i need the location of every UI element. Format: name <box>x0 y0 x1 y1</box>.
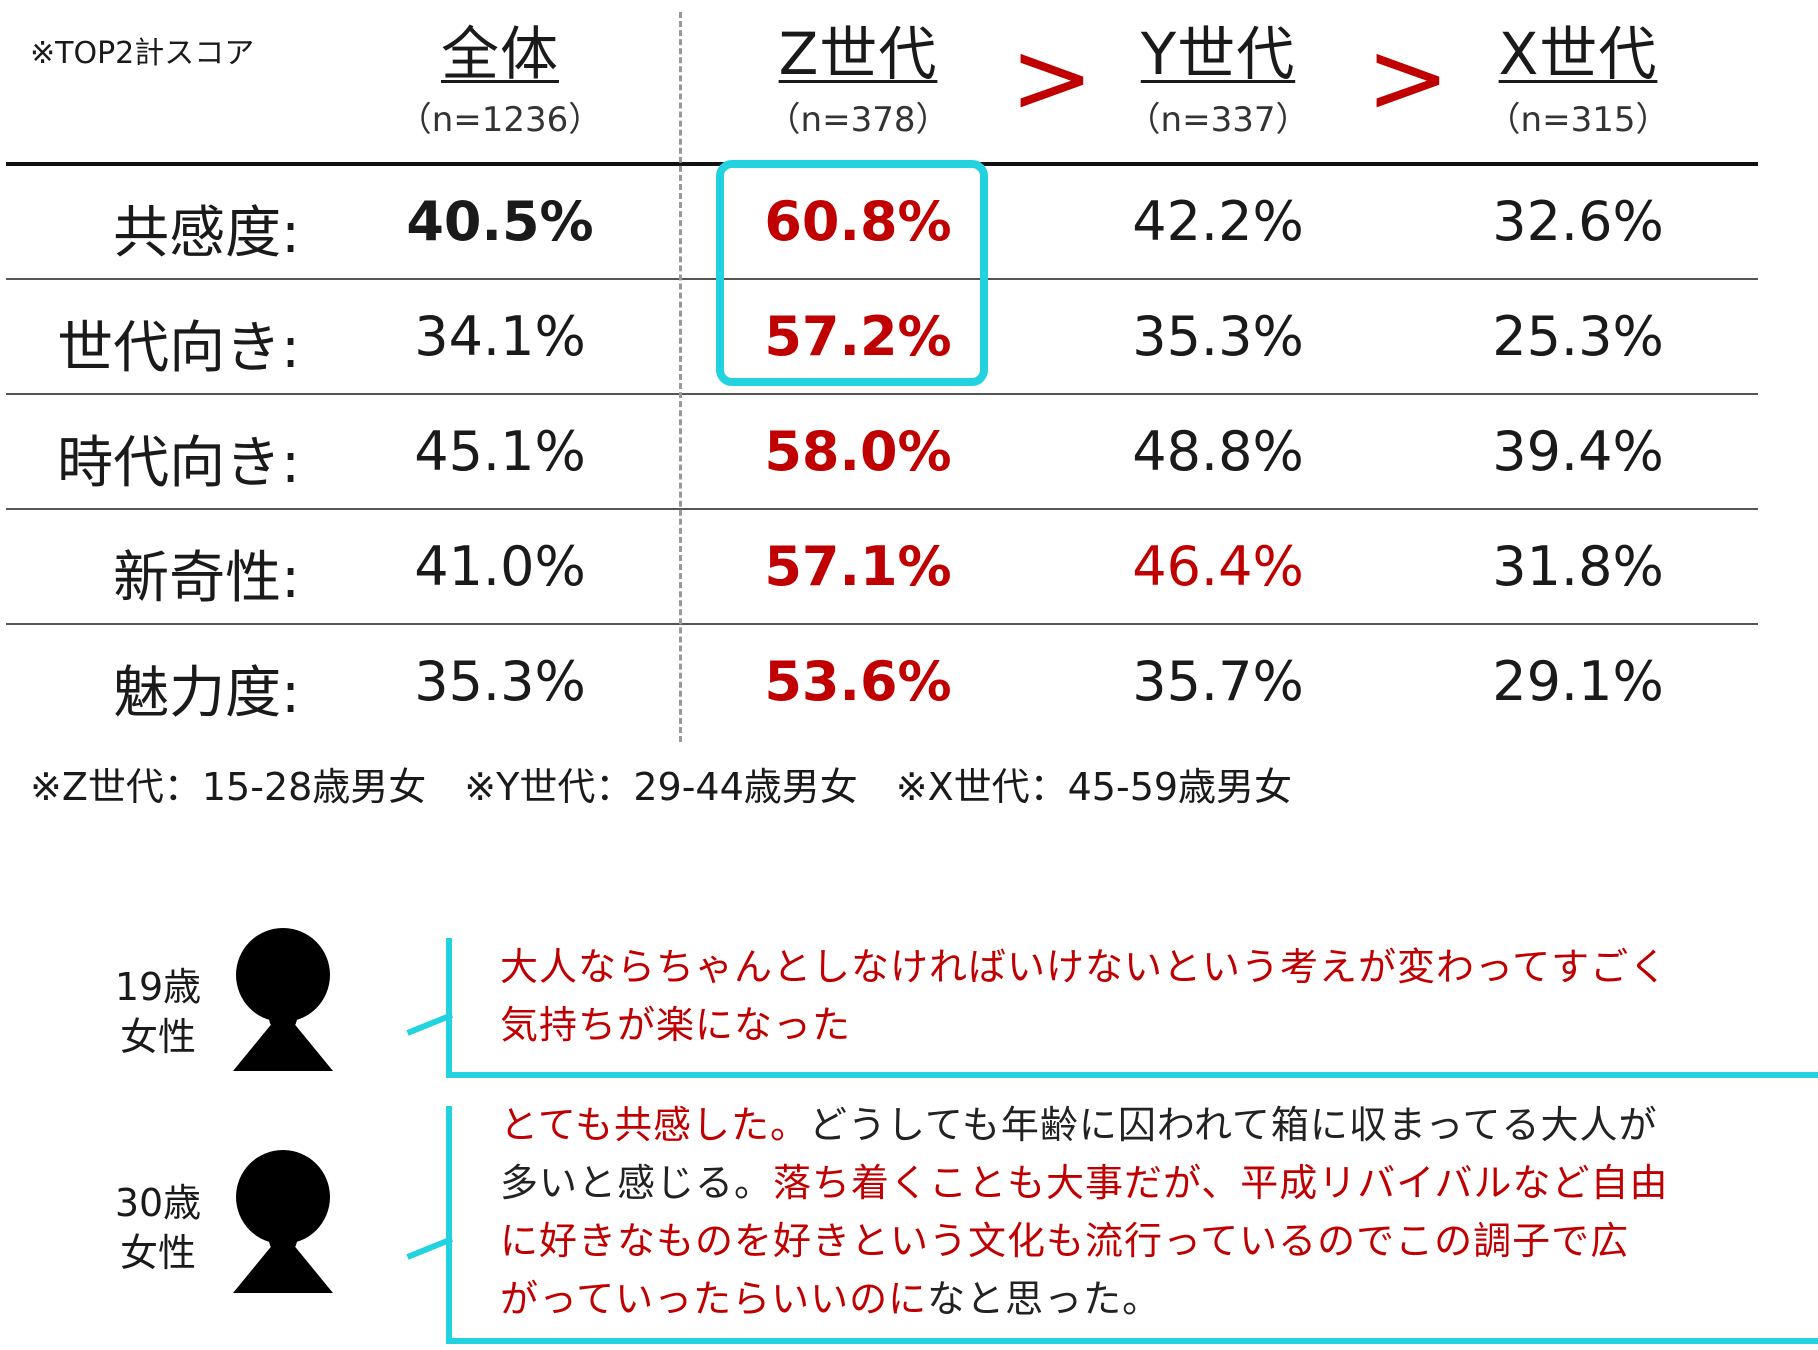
column-name: X世代 <box>1498 20 1658 88</box>
column-header-gen-x: X世代 （n=315） <box>1448 22 1708 141</box>
column-sample-size: （n=1236） <box>397 100 603 140</box>
comment-segment: とても共感した。 <box>500 1103 809 1147</box>
table-cell: 53.6% <box>764 650 952 713</box>
column-sample-size: （n=378） <box>766 100 950 140</box>
generation-footnote: ※Z世代：15-28歳男女 ※Y世代：29-44歳男女 ※X世代：45-59歳男… <box>30 765 1293 809</box>
column-name: 全体 <box>440 20 559 88</box>
row-divider <box>6 508 1758 510</box>
column-separator-dashed <box>679 12 682 742</box>
comment-segment: どうしても年齢に囚われて箱に収まってる大人が <box>808 1103 1658 1147</box>
respondent-label-1: 19歳 女性 <box>98 962 218 1062</box>
table-cell: 34.1% <box>414 305 586 368</box>
comment-bracket <box>446 1106 1818 1344</box>
row-label: 新奇性: <box>113 546 300 611</box>
row-divider <box>6 623 1758 625</box>
table-cell: 57.1% <box>764 535 952 598</box>
row-label: 時代向き: <box>57 431 300 496</box>
table-cell: 45.1% <box>414 420 586 483</box>
comment-segment: がっていったらいいのに <box>500 1277 928 1321</box>
column-header-gen-z: Z世代 （n=378） <box>728 22 988 141</box>
row-label: 共感度: <box>113 201 300 266</box>
table-cell: 35.3% <box>1132 305 1304 368</box>
comment-segment: なと思った。 <box>927 1277 1162 1321</box>
respondent-gender: 女性 <box>119 1015 196 1059</box>
comment-segment: 大人ならちゃんとしなければいけないという考えが変わってすごく <box>500 945 1669 989</box>
table-cell: 57.2% <box>764 305 952 368</box>
respondent-label-2: 30歳 女性 <box>98 1178 218 1278</box>
table-cell: 42.2% <box>1132 190 1304 253</box>
respondent-gender: 女性 <box>119 1231 196 1275</box>
table-cell: 46.4% <box>1132 535 1304 598</box>
column-name: Y世代 <box>1140 20 1296 88</box>
row-label: 魅力度: <box>113 661 300 726</box>
table-cell: 39.4% <box>1492 420 1664 483</box>
comment-segment: 落ち着くことも大事だが、平成リバイバルなど自由 <box>773 1161 1669 1205</box>
comment-bracket <box>446 938 1818 1078</box>
table-cell: 60.8% <box>764 190 952 253</box>
greater-than-arrow: > <box>1366 19 1450 136</box>
table-cell: 48.8% <box>1132 420 1304 483</box>
table-cell: 25.3% <box>1492 305 1664 368</box>
comment-text-1: 大人ならちゃんとしなければいけないという考えが変わってすごく 気持ちが楽になった <box>500 938 1800 1054</box>
row-divider <box>6 393 1758 395</box>
table-cell: 58.0% <box>764 420 952 483</box>
respondent-age: 19歳 <box>114 965 202 1009</box>
table-cell: 41.0% <box>414 535 586 598</box>
table-cell: 29.1% <box>1492 650 1664 713</box>
highlight-box <box>716 160 988 386</box>
table-cell: 40.5% <box>406 190 594 253</box>
table-cell: 31.8% <box>1492 535 1664 598</box>
column-name: Z世代 <box>778 20 938 88</box>
row-label: 世代向き: <box>57 316 300 381</box>
column-header-all: 全体 （n=1236） <box>370 22 630 141</box>
table-cell: 32.6% <box>1492 190 1664 253</box>
column-sample-size: （n=315） <box>1486 100 1670 140</box>
column-header-gen-y: Y世代 （n=337） <box>1088 22 1348 141</box>
comment-segment: 多いと感じる。 <box>500 1161 774 1205</box>
respondent-age: 30歳 <box>114 1181 202 1225</box>
comment-segment: 気持ちが楽になった <box>500 1003 852 1047</box>
column-sample-size: （n=337） <box>1126 100 1310 140</box>
comment-text-2: とても共感した。どうしても年齢に囚われて箱に収まってる大人が 多いと感じる。落ち着… <box>500 1096 1800 1328</box>
person-icon <box>233 1150 333 1293</box>
row-divider <box>6 278 1758 280</box>
table-cell: 35.7% <box>1132 650 1304 713</box>
greater-than-arrow: > <box>1010 19 1094 136</box>
person-icon <box>233 928 333 1071</box>
comment-segment: に好きなものを好きという文化も流行っているのでこの調子で広 <box>500 1219 1630 1263</box>
score-note: ※TOP2計スコア <box>30 36 255 71</box>
table-cell: 35.3% <box>414 650 586 713</box>
